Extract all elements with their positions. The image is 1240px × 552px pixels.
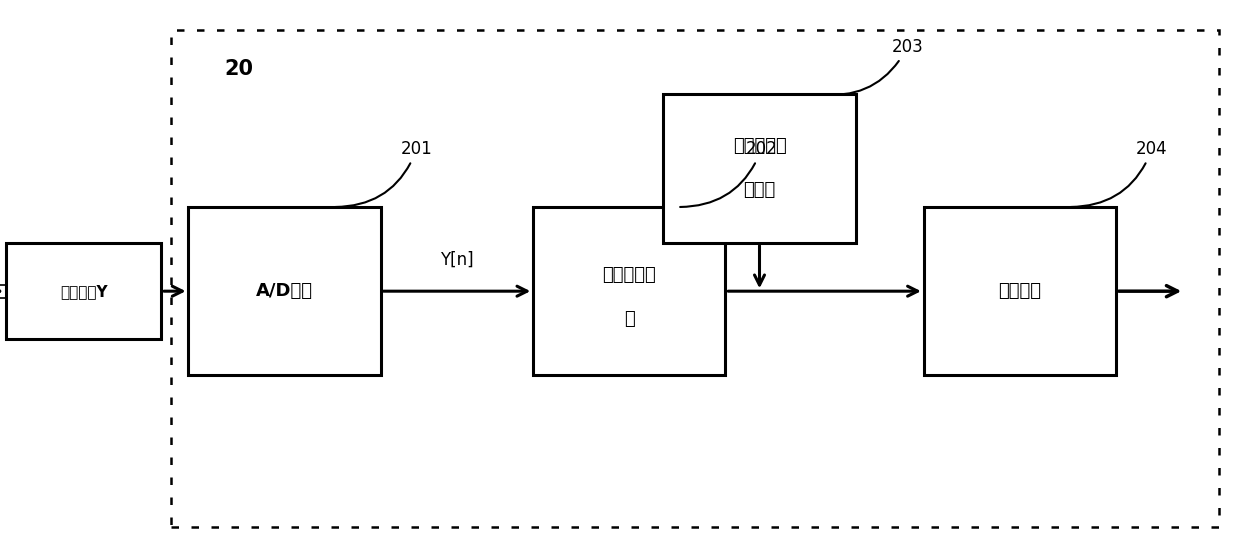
Text: 接收信号Y: 接收信号Y: [60, 284, 108, 299]
Text: 元: 元: [624, 310, 635, 328]
Text: 20: 20: [224, 59, 254, 79]
Bar: [924, 207, 1116, 375]
Text: 204: 204: [1070, 140, 1168, 207]
Bar: [188, 207, 381, 375]
Bar: [663, 94, 856, 243]
Text: 201: 201: [335, 140, 433, 207]
Bar: [533, 207, 725, 375]
Text: Y[n]: Y[n]: [440, 251, 474, 269]
Text: 检测门限确: 检测门限确: [733, 137, 786, 155]
Text: 定模块: 定模块: [743, 182, 776, 199]
Text: 判决模块: 判决模块: [998, 282, 1042, 300]
Bar: [171, 30, 1219, 527]
Text: 203: 203: [820, 38, 924, 95]
Bar: [6, 243, 161, 339]
Text: 能量计算单: 能量计算单: [603, 266, 656, 284]
Text: A/D转换: A/D转换: [257, 282, 312, 300]
Text: 202: 202: [680, 140, 777, 207]
